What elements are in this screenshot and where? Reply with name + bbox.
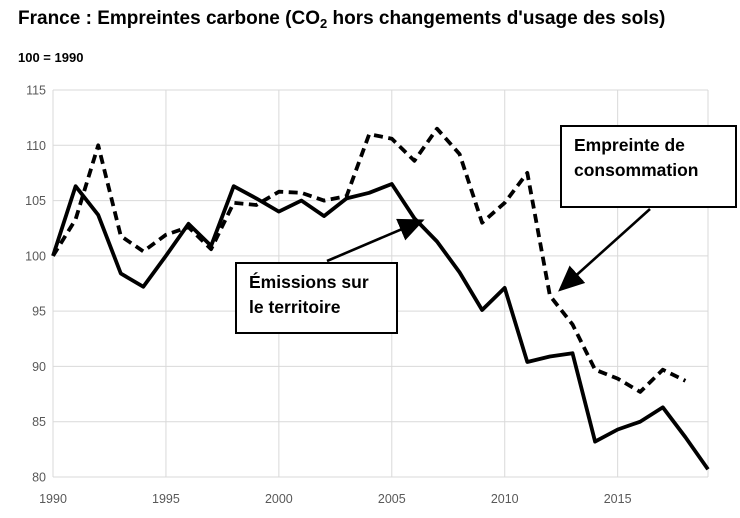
x-axis-tick-label: 1990 xyxy=(39,492,67,506)
y-axis-tick-label: 90 xyxy=(32,360,46,374)
chart-title-pre: France : Empreintes carbone (CO xyxy=(18,8,320,29)
x-axis-tick-label: 1995 xyxy=(152,492,180,506)
annotation-empreinte-consommation: Empreinte de consommation xyxy=(560,125,737,208)
y-axis-tick-label: 85 xyxy=(32,415,46,429)
y-axis-tick-label: 80 xyxy=(32,471,46,485)
y-axis-tick-label: 95 xyxy=(32,305,46,319)
annotation-line: Émissions sur xyxy=(249,272,369,292)
series-line-consommation xyxy=(51,126,687,394)
annotation-line: le territoire xyxy=(249,297,341,318)
annotation-arrow xyxy=(558,208,651,292)
x-axis-tick-label: 2005 xyxy=(378,492,406,506)
y-axis-tick-label: 110 xyxy=(26,139,46,153)
annotation-emissions-territoire: Émissions sur le territoire xyxy=(235,262,398,334)
y-axis-tick-label: 115 xyxy=(26,84,46,98)
annotation-arrow xyxy=(326,218,425,263)
x-axis-tick-label: 2010 xyxy=(491,492,519,506)
y-axis-tick-label: 100 xyxy=(25,249,46,263)
chart-title-post: hors changements d'usage des sols) xyxy=(327,8,666,29)
chart-title-subscript: 2 xyxy=(319,16,328,31)
x-axis-tick-label: 2015 xyxy=(604,492,632,506)
series-line-territoire xyxy=(51,182,710,471)
annotation-line: consommation xyxy=(574,160,699,181)
chart-index-note: 100 = 1990 xyxy=(18,50,84,65)
y-axis-tick-label: 105 xyxy=(25,194,46,208)
annotation-line: Empreinte de xyxy=(574,135,685,155)
x-axis-tick-label: 2000 xyxy=(265,492,293,506)
chart-title: France : Empreintes carbone (CO2 hors ch… xyxy=(18,8,730,31)
